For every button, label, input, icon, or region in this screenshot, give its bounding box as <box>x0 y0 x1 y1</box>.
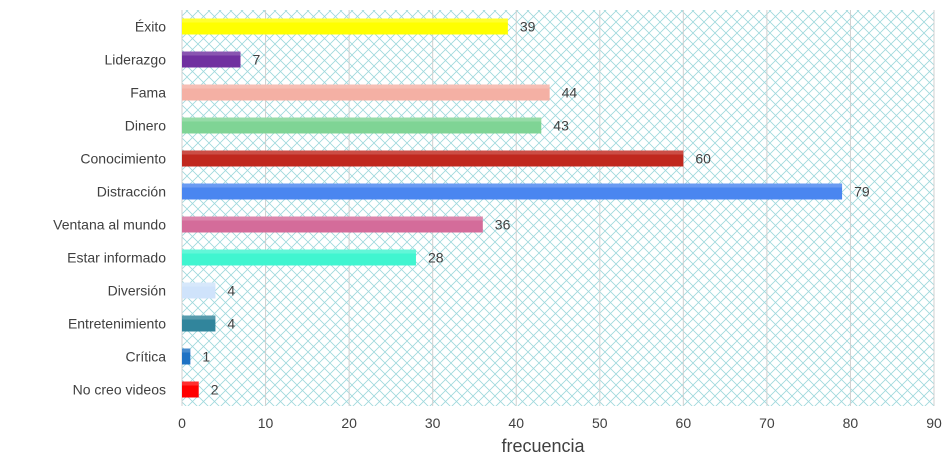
x-tick-label: 70 <box>759 415 775 431</box>
category-label: Diversión <box>108 283 166 299</box>
bar-highlight <box>182 117 542 122</box>
bar-highlight <box>182 216 483 221</box>
category-label: Distracción <box>97 184 166 200</box>
category-label: Fama <box>130 85 166 101</box>
bar <box>182 18 508 35</box>
bar <box>182 51 241 68</box>
category-label: Crítica <box>126 349 167 365</box>
bars <box>182 18 843 398</box>
bar-highlight <box>182 249 416 254</box>
category-label: Ventana al mundo <box>53 217 166 233</box>
bar-highlight <box>182 183 843 188</box>
category-label: Dinero <box>125 118 166 134</box>
data-label: 28 <box>428 250 444 266</box>
bar <box>182 348 191 365</box>
data-label: 7 <box>252 52 260 68</box>
plot-area-background <box>182 10 934 406</box>
category-labels: Éxito Liderazgo Fama Dinero Conocimiento Dist… <box>53 19 166 398</box>
x-axis-title: frecuencia <box>501 436 585 456</box>
data-label: 60 <box>695 151 711 167</box>
category-label: Estar informado <box>67 250 166 266</box>
bar <box>182 381 199 398</box>
bar <box>182 150 684 167</box>
bar-highlight <box>182 282 216 287</box>
bar <box>182 315 216 332</box>
x-tick-label: 20 <box>341 415 357 431</box>
category-label: Conocimiento <box>80 151 166 167</box>
x-tick-labels: 0 10 20 30 40 50 60 70 80 90 <box>178 415 942 431</box>
x-tick-label: 40 <box>508 415 524 431</box>
category-label: Entretenimiento <box>68 316 166 332</box>
bar-highlight <box>182 315 216 320</box>
bar-highlight <box>182 84 550 89</box>
x-tick-label: 10 <box>258 415 274 431</box>
x-tick-label: 60 <box>676 415 692 431</box>
x-tick-label: 80 <box>843 415 859 431</box>
bar <box>182 282 216 299</box>
x-tick-label: 50 <box>592 415 608 431</box>
data-label: 2 <box>211 382 219 398</box>
data-label: 4 <box>227 283 235 299</box>
bar-highlight <box>182 51 241 56</box>
data-label: 43 <box>553 118 569 134</box>
x-tick-label: 90 <box>926 415 942 431</box>
category-label: No creo videos <box>73 382 166 398</box>
bar <box>182 84 550 101</box>
bar-highlight <box>182 150 684 155</box>
bar <box>182 183 843 200</box>
bar-highlight <box>182 381 199 386</box>
x-tick-label: 0 <box>178 415 186 431</box>
data-label: 39 <box>520 19 536 35</box>
bar <box>182 249 416 266</box>
data-label: 4 <box>227 316 235 332</box>
bar <box>182 117 542 134</box>
data-label: 44 <box>562 85 578 101</box>
data-label: 1 <box>202 349 210 365</box>
data-label: 36 <box>495 217 511 233</box>
gridlines <box>181 10 935 406</box>
category-label: Liderazgo <box>105 52 167 68</box>
data-label: 79 <box>854 184 870 200</box>
bar-highlight <box>182 348 191 353</box>
bar <box>182 216 483 233</box>
category-label: Éxito <box>135 19 166 35</box>
x-tick-label: 30 <box>425 415 441 431</box>
bar-highlight <box>182 18 508 23</box>
